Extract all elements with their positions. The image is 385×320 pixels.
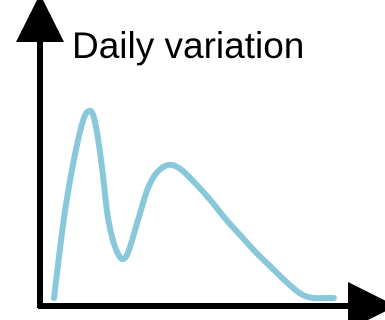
series-line-0 — [51, 107, 337, 302]
series-layer — [51, 107, 337, 302]
chart-title: Daily variation — [72, 25, 304, 66]
